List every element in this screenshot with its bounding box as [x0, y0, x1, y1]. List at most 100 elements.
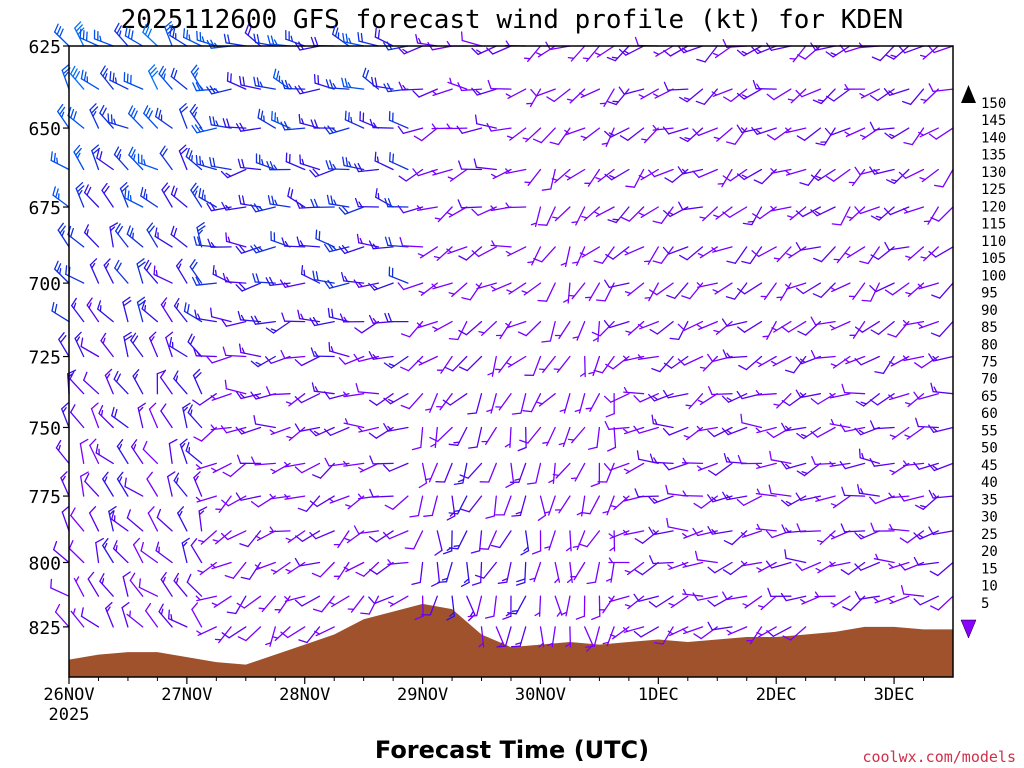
barb-shaft [70, 411, 85, 429]
barb-shaft [240, 495, 262, 501]
barb-shaft [715, 462, 733, 476]
wind-barb [841, 486, 866, 497]
barb-feather [193, 111, 197, 118]
barb-feather [781, 400, 791, 407]
wind-barb [884, 241, 910, 251]
barb-feather [664, 177, 673, 183]
barb-feather [311, 382, 316, 392]
wind-barb [511, 495, 527, 517]
barb-feather [83, 184, 89, 194]
wind-barb [870, 522, 895, 532]
barb-feather [487, 79, 492, 90]
barb-feather [221, 632, 230, 639]
barb-shaft [586, 530, 601, 548]
barb-feather [250, 315, 257, 325]
wind-barb [767, 587, 792, 598]
barb-feather [206, 86, 213, 95]
wind-barb [130, 332, 144, 358]
barb-feather [348, 37, 352, 45]
wind-barb [446, 206, 468, 218]
wind-barb [643, 246, 659, 265]
barb-feather [220, 532, 229, 541]
barb-feather [189, 409, 193, 416]
barb-feather [515, 511, 523, 515]
barb-feather [353, 353, 360, 363]
barb-shaft [830, 127, 851, 136]
barb-feather [374, 77, 378, 88]
wind-barb [286, 426, 306, 441]
wind-barb [400, 320, 424, 338]
barb-feather [210, 424, 216, 430]
barb-feather [574, 409, 582, 413]
barb-shaft [601, 355, 615, 374]
barb-feather [795, 356, 803, 365]
barb-feather [369, 455, 374, 465]
barb-feather [100, 409, 104, 417]
barb-feather [275, 70, 280, 81]
barb-feather [353, 279, 360, 288]
barb-feather [115, 373, 121, 383]
wind-barb [70, 65, 85, 90]
wind-barb [526, 462, 542, 485]
barb-feather [244, 24, 250, 34]
barb-feather [84, 473, 90, 483]
wind-barb [917, 282, 939, 290]
barb-shaft [882, 355, 895, 375]
wind-barb [495, 393, 512, 411]
barb-shaft [483, 561, 497, 579]
wind-barb [446, 246, 468, 255]
barb-feather [187, 333, 193, 343]
barb-feather [389, 152, 391, 162]
barb-feather [740, 560, 746, 566]
barb-feather [476, 49, 482, 54]
barb-feather [810, 209, 818, 217]
barb-feather [88, 302, 92, 309]
barb-feather [294, 466, 303, 474]
barb-feather [270, 569, 278, 573]
barb-feather [412, 90, 420, 98]
barb-feather [59, 268, 62, 275]
barb-feather [290, 35, 294, 43]
barb-feather [747, 220, 755, 223]
wind-barb [194, 309, 217, 323]
wind-barb [153, 265, 173, 284]
barb-shaft [490, 87, 512, 90]
barb-feather [721, 395, 730, 403]
barb-shaft [731, 530, 748, 546]
barb-feather [54, 260, 59, 270]
barb-feather [358, 467, 365, 472]
barb-feather [722, 591, 728, 601]
barb-feather [255, 535, 262, 540]
barb-feather [765, 560, 773, 569]
barb-feather [441, 577, 449, 581]
wind-barb [770, 168, 792, 174]
barb-feather [917, 534, 924, 539]
barb-feather [603, 395, 612, 403]
barb-feather [795, 242, 802, 251]
wind-barb [682, 530, 704, 539]
wind-barb [854, 355, 880, 366]
barb-feather [707, 566, 716, 574]
wind-barb [280, 121, 306, 131]
barb-feather [499, 641, 504, 648]
barb-feather [76, 185, 85, 193]
barb-feather [180, 106, 188, 114]
wind-barb [692, 127, 718, 137]
wind-barb [905, 246, 925, 261]
barb-feather [338, 246, 346, 255]
barb-feather [460, 581, 470, 587]
barb-shaft [147, 512, 159, 532]
barb-feather [623, 428, 629, 434]
barb-feather [132, 110, 138, 120]
barb-feather [490, 544, 501, 549]
barb-feather [756, 361, 763, 366]
barb-feather [377, 192, 380, 200]
wind-barb [146, 222, 159, 248]
wind-barb [473, 158, 497, 171]
wind-barb [431, 88, 453, 97]
barb-feather [755, 427, 761, 433]
wind-barb [888, 492, 910, 499]
barb-feather [180, 147, 188, 155]
wind-barb [310, 347, 335, 358]
barb-feather [153, 265, 156, 276]
